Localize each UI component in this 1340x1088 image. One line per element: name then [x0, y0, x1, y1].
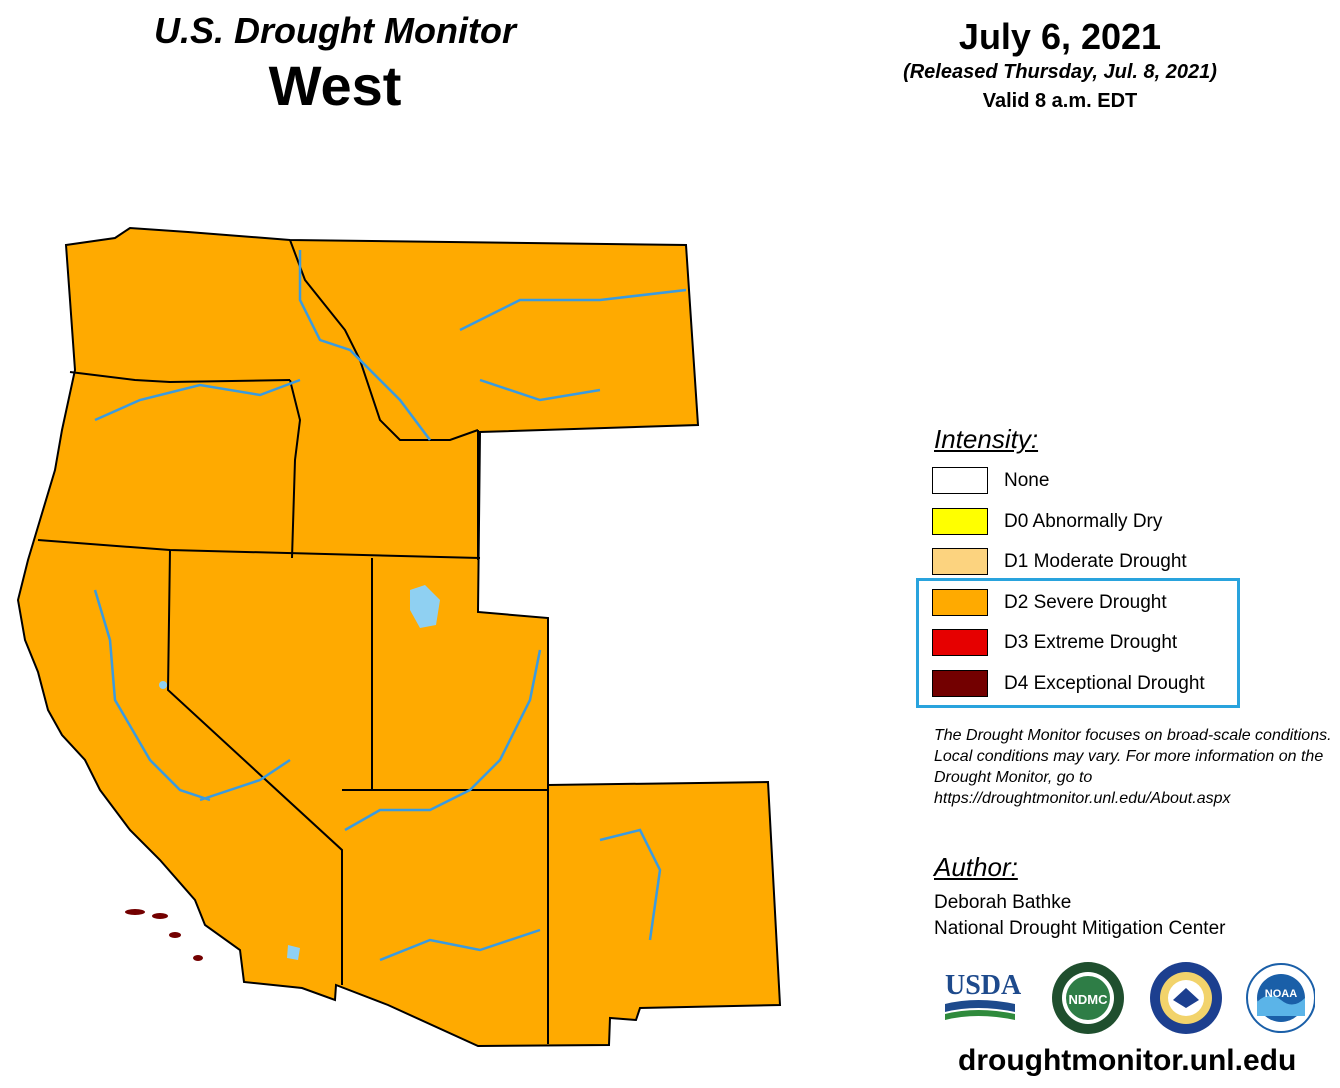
- legend-label: D3 Extreme Drought: [1004, 632, 1178, 653]
- ndmc-logo-text: NDMC: [1069, 992, 1109, 1007]
- border-id-mt: [289, 239, 479, 441]
- swatch-d4: [932, 669, 988, 697]
- usda-logo: USDA: [945, 970, 1022, 1020]
- legend-label: None: [1004, 470, 1050, 491]
- legend-title: Intensity:: [934, 424, 1039, 454]
- swatch-d0: [932, 507, 988, 535]
- border-ca-nv: [166, 549, 343, 985]
- swatch-d2: [932, 588, 988, 616]
- map-title: U.S. Drought Monitor: [154, 10, 516, 51]
- swatch-d3: [932, 629, 988, 656]
- author-organization: National Drought Mitigation Center: [934, 918, 1226, 939]
- commerce-seal-icon: [1150, 962, 1222, 1034]
- partner-logos: USDA NDMC NOAA: [945, 962, 1315, 1034]
- region-name: West: [268, 54, 402, 117]
- rivers: [93, 250, 687, 962]
- ndmc-logo: NDMC: [1052, 962, 1124, 1034]
- legend-label: D4 Exceptional Drought: [1004, 672, 1205, 694]
- swatch-d1: [932, 548, 988, 575]
- date-block: July 6, 2021 (Released Thursday, Jul. 8,…: [860, 16, 1260, 116]
- border-wa-or: [69, 371, 291, 384]
- map-date: July 6, 2021: [958, 16, 1162, 57]
- release-date: (Released Thursday, Jul. 8, 2021): [903, 61, 1217, 83]
- noaa-logo: NOAA: [1246, 963, 1315, 1033]
- salton-sea: [287, 945, 300, 960]
- drought-map: [17, 227, 781, 1047]
- legend-highlight-box: [916, 578, 1240, 708]
- channel-islands: [125, 909, 203, 961]
- border-id-or: [289, 379, 302, 559]
- author-name: Deborah Bathke: [934, 892, 1072, 913]
- legend-label: D2 Severe Drought: [1004, 591, 1167, 613]
- lakes: [159, 585, 440, 960]
- swatch-none: [932, 467, 988, 494]
- legend-label: D1 Moderate Drought: [1004, 551, 1187, 572]
- disclaimer-text: The Drought Monitor focuses on broad-sca…: [934, 727, 1332, 807]
- noaa-logo-text: NOAA: [1265, 988, 1297, 1000]
- legend-label: D0 Abnormally Dry: [1004, 510, 1163, 532]
- state-borders: [17, 227, 781, 1047]
- author-heading: Author:: [934, 852, 1018, 882]
- title-block: U.S. Drought Monitor West: [100, 8, 570, 118]
- usda-logo-text: USDA: [945, 970, 1022, 1001]
- lake-tahoe: [159, 681, 167, 689]
- footer-url[interactable]: droughtmonitor.unl.edu: [958, 1044, 1297, 1077]
- great-salt-lake: [410, 585, 440, 628]
- valid-time: Valid 8 a.m. EDT: [982, 90, 1138, 112]
